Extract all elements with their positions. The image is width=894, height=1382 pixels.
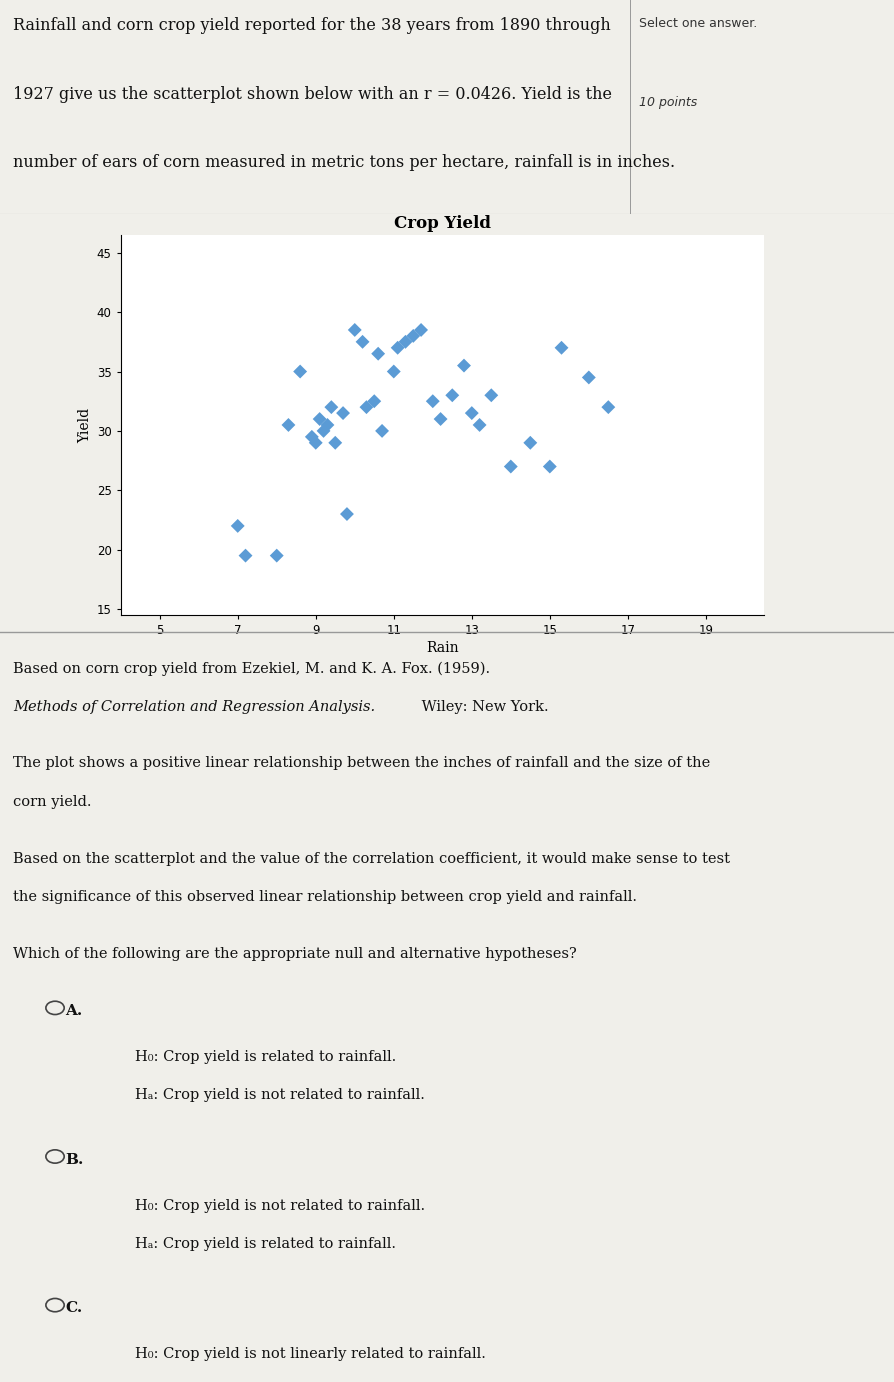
Text: The plot shows a positive linear relationship between the inches of rainfall and: The plot shows a positive linear relatio… bbox=[13, 756, 711, 771]
Point bbox=[523, 431, 537, 453]
Point bbox=[472, 415, 486, 437]
Text: 10 points: 10 points bbox=[639, 97, 697, 109]
Point bbox=[465, 402, 479, 424]
Text: Based on the scatterplot and the value of the correlation coefficient, it would : Based on the scatterplot and the value o… bbox=[13, 851, 730, 867]
Point bbox=[348, 319, 362, 341]
Text: 1927 give us the scatterplot shown below with an r = 0.0426. Yield is the: 1927 give us the scatterplot shown below… bbox=[13, 86, 612, 102]
Point bbox=[554, 337, 569, 359]
Text: Rainfall and corn crop yield reported for the 38 years from 1890 through: Rainfall and corn crop yield reported fo… bbox=[13, 17, 611, 35]
Point bbox=[399, 330, 413, 352]
Point bbox=[503, 456, 518, 478]
Text: H₀: Crop yield is related to rainfall.: H₀: Crop yield is related to rainfall. bbox=[135, 1050, 396, 1064]
Text: number of ears of corn measured in metric tons per hectare, rainfall is in inche: number of ears of corn measured in metri… bbox=[13, 155, 676, 171]
Point bbox=[325, 397, 339, 419]
Point bbox=[308, 431, 323, 453]
Point bbox=[582, 366, 596, 388]
Point bbox=[406, 325, 420, 347]
Point bbox=[239, 545, 253, 567]
Text: C.: C. bbox=[65, 1302, 82, 1316]
Point bbox=[231, 515, 245, 538]
Text: Methods of Correlation and Regression Analysis.: Methods of Correlation and Regression An… bbox=[13, 699, 375, 713]
Point bbox=[485, 384, 499, 406]
Point bbox=[367, 390, 382, 412]
Point bbox=[426, 390, 440, 412]
Text: Which of the following are the appropriate null and alternative hypotheses?: Which of the following are the appropria… bbox=[13, 947, 578, 962]
Point bbox=[414, 319, 428, 341]
Text: B.: B. bbox=[65, 1153, 84, 1166]
Point bbox=[391, 337, 405, 359]
Point bbox=[457, 355, 471, 377]
Y-axis label: Yield: Yield bbox=[79, 408, 93, 442]
Text: Hₐ: Crop yield is related to rainfall.: Hₐ: Crop yield is related to rainfall. bbox=[135, 1237, 396, 1251]
Point bbox=[386, 361, 401, 383]
Point bbox=[316, 420, 331, 442]
Point bbox=[371, 343, 385, 365]
Text: H₀: Crop yield is not related to rainfall.: H₀: Crop yield is not related to rainfal… bbox=[135, 1198, 425, 1212]
Text: H₀: Crop yield is not linearly related to rainfall.: H₀: Crop yield is not linearly related t… bbox=[135, 1347, 485, 1361]
Point bbox=[356, 330, 370, 352]
Text: A.: A. bbox=[65, 1005, 82, 1019]
Title: Crop Yield: Crop Yield bbox=[394, 216, 491, 232]
Point bbox=[328, 431, 342, 453]
X-axis label: Rain: Rain bbox=[426, 641, 459, 655]
Point bbox=[270, 545, 284, 567]
Point bbox=[282, 415, 296, 437]
Point bbox=[359, 397, 374, 419]
Point bbox=[601, 397, 615, 419]
Point bbox=[340, 503, 354, 525]
Point bbox=[336, 402, 350, 424]
Text: corn yield.: corn yield. bbox=[13, 795, 92, 808]
Point bbox=[445, 384, 460, 406]
Text: Select one answer.: Select one answer. bbox=[639, 17, 757, 30]
Text: Wiley: New York.: Wiley: New York. bbox=[417, 699, 548, 713]
Point bbox=[543, 456, 557, 478]
Text: Based on corn crop yield from Ezekiel, M. and K. A. Fox. (1959).: Based on corn crop yield from Ezekiel, M… bbox=[13, 661, 491, 676]
Point bbox=[434, 408, 448, 430]
Text: Hₐ: Crop yield is not related to rainfall.: Hₐ: Crop yield is not related to rainfal… bbox=[135, 1089, 425, 1103]
Point bbox=[313, 408, 327, 430]
Point bbox=[305, 426, 319, 448]
Point bbox=[293, 361, 308, 383]
Point bbox=[375, 420, 389, 442]
Text: the significance of this observed linear relationship between crop yield and rai: the significance of this observed linear… bbox=[13, 890, 637, 904]
Point bbox=[320, 415, 334, 437]
